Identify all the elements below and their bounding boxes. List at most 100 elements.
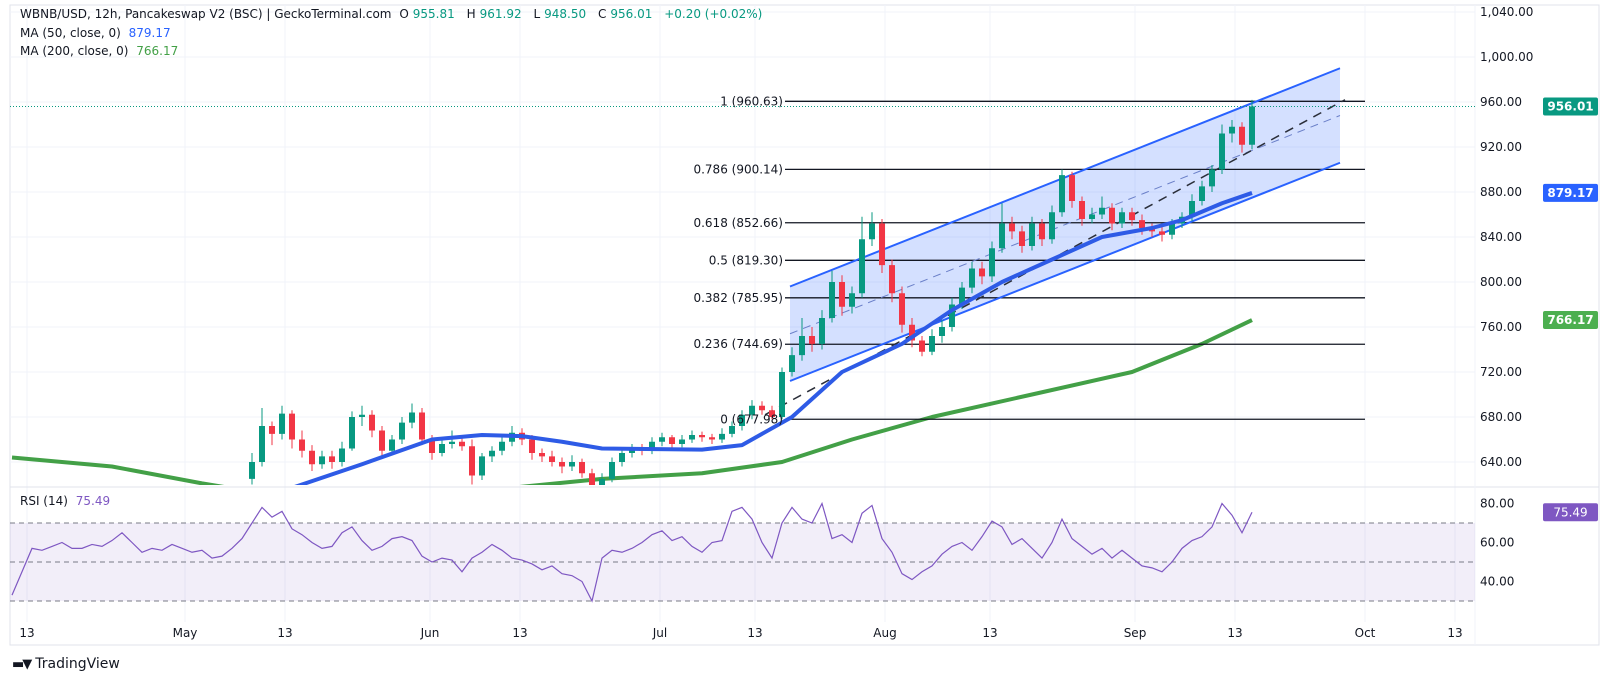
candle-body [909, 324, 915, 341]
candle-body [399, 422, 405, 440]
candle-body [1139, 220, 1145, 228]
candle-body [1169, 223, 1175, 235]
time-tick-label: Sep [1124, 626, 1147, 640]
candle-body [939, 327, 945, 336]
candle-body [1249, 106, 1255, 145]
time-tick-label: 13 [1227, 626, 1242, 640]
price-tick-label: 1,000.00 [1480, 50, 1533, 64]
candle-body [599, 478, 605, 485]
candle-body [869, 223, 875, 240]
candle-body [1229, 126, 1235, 134]
trend-line [764, 99, 1346, 416]
price-tick-label: 920.00 [1480, 140, 1522, 154]
ma50-value: 879.17 [128, 26, 171, 40]
candle-body [1059, 175, 1065, 213]
candle-body [889, 265, 895, 294]
candle-body [859, 239, 865, 294]
candle-body [529, 439, 535, 453]
ma200-legend[interactable]: MA (200, close, 0) 766.17 [20, 44, 182, 58]
candle-body [279, 413, 285, 434]
price-tick-label: 840.00 [1480, 230, 1522, 244]
price-badge [1543, 97, 1598, 116]
time-axis[interactable]: 13 May 13 Jun 13 Jul 13 Aug 13 Sep 13 Oct 13 [19, 626, 1462, 640]
chart-frame [9, 4, 1600, 646]
candle-body [469, 446, 475, 476]
candle-body [459, 441, 465, 447]
candle-body [1209, 169, 1215, 187]
candle-body [1109, 207, 1115, 224]
candle-body [429, 439, 435, 453]
price-axis[interactable]: 640.00 680.00 720.00 760.00 800.00 840.00 880.… [1480, 5, 1533, 469]
ma200-value: 766.17 [136, 44, 179, 58]
candle-body [719, 433, 725, 440]
candle-body [959, 287, 965, 305]
symbol-legend[interactable]: WBNB/USD, 12h, Pancakeswap V2 (BSC) | Ge… [20, 7, 766, 21]
candle-body [999, 223, 1005, 249]
candle-body [1219, 133, 1225, 170]
price-tick-label: 760.00 [1480, 320, 1522, 334]
candle-body [549, 456, 555, 462]
candle-body [919, 340, 925, 352]
rsi-badge [1543, 503, 1598, 522]
ma200-label: MA (200, close, 0) [20, 44, 129, 58]
candle-body [539, 453, 545, 457]
candle-body [259, 426, 265, 462]
tradingview-logo[interactable]: ▬▼ TradingView [12, 656, 120, 672]
rsi-badge-label: 75.49 [1553, 505, 1587, 519]
candle-body [849, 293, 855, 307]
rsi-tick-label: 40.00 [1480, 575, 1514, 589]
candle-body [989, 248, 995, 277]
fib-level-label: 0 (677.98) [720, 412, 783, 426]
fib-level-label: 0.236 (744.69) [693, 337, 783, 351]
candle-body [799, 336, 805, 356]
candle-body [899, 293, 905, 325]
candle-body [669, 437, 675, 444]
time-tick-label: Jun [420, 626, 440, 640]
candle-body [389, 439, 395, 451]
candle-body [1119, 212, 1125, 224]
candle-body [609, 462, 615, 479]
candle-body [1069, 175, 1075, 201]
candle-body [559, 462, 565, 467]
rsi-pane[interactable] [10, 501, 1475, 603]
rsi-legend[interactable]: RSI (14) 75.49 [20, 494, 114, 508]
price-change: +0.20 (+0.02%) [664, 7, 763, 21]
candle-body [829, 282, 835, 318]
price-tick-label: 880.00 [1480, 185, 1522, 199]
price-tick-label: 1,040.00 [1480, 5, 1533, 19]
candle-body [1079, 201, 1085, 219]
candle-body [329, 456, 335, 462]
time-tick-label: 13 [512, 626, 527, 640]
price-badge [1543, 183, 1598, 202]
candle-body [359, 414, 365, 417]
candle-body [879, 223, 885, 266]
candle-body [249, 462, 255, 479]
candle-body [649, 441, 655, 451]
price-pane[interactable] [10, 67, 1475, 501]
rsi-axis[interactable]: 40.00 60.00 80.00 [1480, 497, 1514, 589]
candle-body [769, 410, 775, 417]
price-tick-label: 640.00 [1480, 455, 1522, 469]
candle-body [809, 336, 815, 344]
candle-body [499, 441, 505, 451]
candle-body [1129, 212, 1135, 221]
candle-body [1039, 223, 1045, 240]
candle-body [749, 405, 755, 415]
time-tick-label: Oct [1355, 626, 1376, 640]
candle-body [929, 336, 935, 352]
candle-body [979, 268, 985, 277]
candle-body [969, 268, 975, 288]
candle-body [409, 412, 415, 423]
ma50-line [294, 191, 1253, 485]
symbol-title: WBNB/USD, 12h, Pancakeswap V2 (BSC) | Ge… [20, 7, 392, 21]
fib-level-label: 0.5 (819.30) [709, 253, 783, 267]
candle-body [1029, 223, 1035, 246]
time-tick-label: Aug [873, 626, 896, 640]
candle-body [1049, 212, 1055, 240]
ma200-line [11, 318, 1253, 485]
channel-lower-line [789, 161, 1341, 382]
candle-body [759, 405, 765, 411]
fib-level-label: 1 (960.63) [720, 94, 783, 108]
ma50-legend[interactable]: MA (50, close, 0) 879.17 [20, 26, 175, 40]
